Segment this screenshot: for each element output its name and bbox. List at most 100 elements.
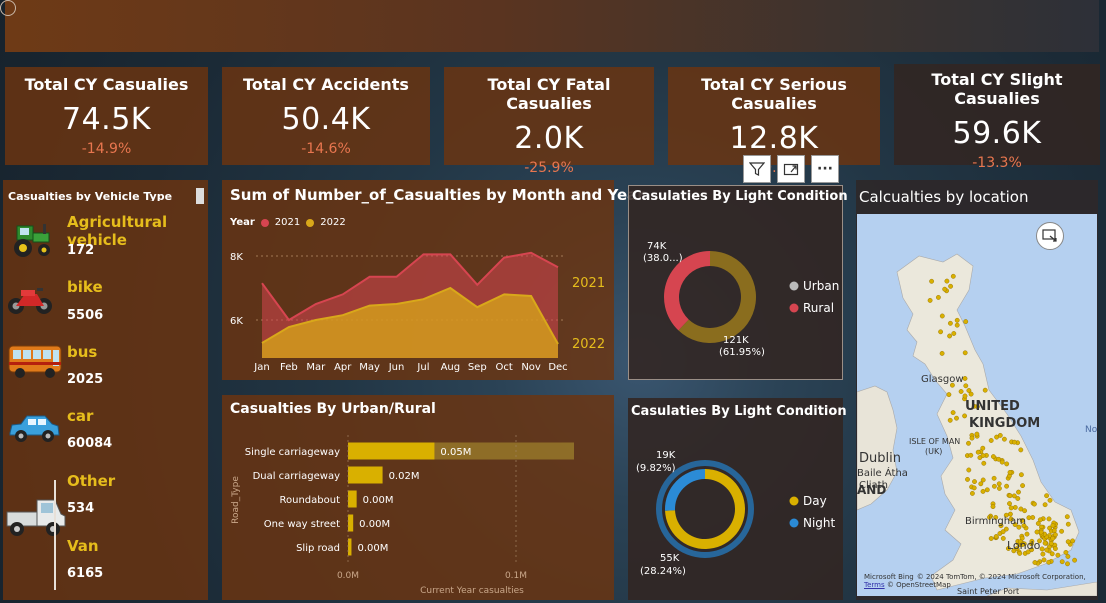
casualty-dot <box>980 477 986 483</box>
casualty-dot <box>951 331 957 336</box>
bar-value-label: 0.00M <box>357 543 388 554</box>
casualty-dot <box>988 438 994 443</box>
more-options-button[interactable]: ··· <box>811 155 839 183</box>
bar-value-label: 0.00M <box>363 495 394 506</box>
y-tick-label: 6K <box>230 316 243 327</box>
vehicle-value: 534 <box>67 501 95 516</box>
focus-mode-button[interactable] <box>777 155 805 183</box>
map-label-dublin: Dublin <box>859 451 901 466</box>
casualty-dot <box>978 481 984 487</box>
map-terms-link[interactable]: Terms <box>864 581 885 589</box>
casualty-dot <box>988 536 994 541</box>
kpi-title: Total CY Serious Casualies <box>701 75 847 113</box>
area-chart-svg: 8K 6K 2021 2022 Jan Feb Mar Apr May Jun Jul Aug Sep O… <box>230 251 605 373</box>
x-tick-label: Jan <box>253 362 269 373</box>
donut-slice-urban[interactable] <box>678 251 756 343</box>
kpi-delta: -19.9% <box>749 160 799 176</box>
casualty-dot <box>948 283 954 289</box>
back-icon[interactable] <box>0 0 16 16</box>
casualty-dot <box>963 383 969 389</box>
legend-dot-2021 <box>260 218 269 227</box>
light-condition-donut-2[interactable]: Casulaties By Light Condition 55K (28.24%… <box>628 398 847 600</box>
bar-value-label: 0.05M <box>440 447 471 458</box>
casualty-dot <box>965 476 970 482</box>
kpi-value: 50.4K <box>281 102 371 137</box>
legend-label-day: Day <box>803 494 827 508</box>
bar[interactable] <box>348 490 357 508</box>
donut-slice-night[interactable] <box>665 469 705 511</box>
casualty-dot <box>1038 529 1044 535</box>
chart-title: Casualties By Urban/Rural <box>230 401 436 417</box>
casualty-dot <box>990 504 996 509</box>
casualty-dot <box>1018 472 1024 478</box>
casualty-dot <box>971 403 977 409</box>
casualty-dot <box>1015 496 1021 501</box>
kpi-card-total-accidents: Total CY Accidents 50.4K -14.6% <box>222 67 430 165</box>
casualty-dot <box>1059 559 1065 565</box>
casualty-dot <box>1025 549 1031 555</box>
vehicle-value: 60084 <box>67 436 113 451</box>
map-svg[interactable]: Glasgow UNITED KINGDOM ISLE OF MAN (UK) … <box>857 214 1097 596</box>
map-osm-link[interactable]: © OpenStreetMap <box>886 581 951 589</box>
filter-icon <box>749 162 765 176</box>
slice-percent-label: (9.82%) <box>636 463 676 474</box>
casualty-dot <box>958 389 964 394</box>
casualty-dot <box>954 317 960 323</box>
line-2022 <box>261 286 559 345</box>
map-label-iom2: (UK) <box>925 447 942 456</box>
bar[interactable] <box>348 538 352 556</box>
kpi-title: Total CY Accidents <box>243 75 409 94</box>
casualties-by-location-map[interactable]: Calcualties by location Glasgow UNITED K… <box>856 180 1098 600</box>
slice-value-label: 19K <box>656 450 676 461</box>
casualty-dot <box>1055 552 1061 558</box>
casualty-dot <box>1017 550 1023 556</box>
casualty-dot <box>1019 518 1025 523</box>
casualty-dot <box>996 456 1002 462</box>
casualty-dot <box>994 434 1000 440</box>
casualty-dot <box>1022 508 1028 514</box>
casualty-dot <box>981 460 987 466</box>
vehicle-name: Agricultural vehicle <box>67 213 168 249</box>
map-brand: Microsoft Bing <box>864 573 914 581</box>
map-focus-button[interactable] <box>1036 222 1064 250</box>
casualty-dot <box>954 415 959 421</box>
casualty-dot <box>1011 439 1017 445</box>
casualty-dot <box>1042 502 1048 508</box>
casualty-dot <box>982 387 988 393</box>
map-focus-icon <box>1042 229 1057 242</box>
casualty-dot <box>1016 489 1021 495</box>
casualty-dot <box>1020 483 1026 488</box>
light-condition-donut-1[interactable]: Casulaties By Light Condition 121K (61.95… <box>628 185 848 380</box>
bus-icon <box>8 345 62 378</box>
vehicle-name: car <box>67 407 94 425</box>
bar[interactable] <box>348 514 354 532</box>
x-tick-label: Aug <box>441 362 461 373</box>
bar[interactable] <box>348 442 435 460</box>
casualty-dot <box>1046 559 1052 565</box>
vehicle-panel-divider <box>54 480 56 590</box>
casualty-dot <box>962 376 968 381</box>
vehicle-value: 5506 <box>67 308 104 323</box>
bar[interactable] <box>348 466 383 484</box>
casualty-dot <box>950 410 956 416</box>
x-tick-label: Nov <box>521 362 541 373</box>
vehicle-name: Van <box>67 537 99 555</box>
casualty-dot <box>1050 522 1056 528</box>
kpi-value: 74.5K <box>62 102 151 137</box>
casualty-dot <box>939 313 945 319</box>
donut-slice-rural[interactable] <box>664 251 710 331</box>
casualty-dot <box>974 431 980 437</box>
x-tick-label: Jul <box>416 362 429 373</box>
vehicle-panel-scrollbar[interactable] <box>196 188 204 204</box>
casualty-dot <box>980 488 986 494</box>
filter-button[interactable] <box>743 155 771 183</box>
map-label-baile: Baile Átha <box>857 466 908 479</box>
legend-label-rural: Rural <box>803 301 834 315</box>
x-tick-label: 0.0M <box>337 571 359 581</box>
casualty-dot <box>1051 528 1057 533</box>
casualty-dot <box>972 479 977 484</box>
casualty-dot <box>1011 493 1017 499</box>
casualty-dot <box>1065 561 1070 567</box>
casualty-dot <box>968 452 974 458</box>
casualty-dot <box>1007 501 1012 506</box>
